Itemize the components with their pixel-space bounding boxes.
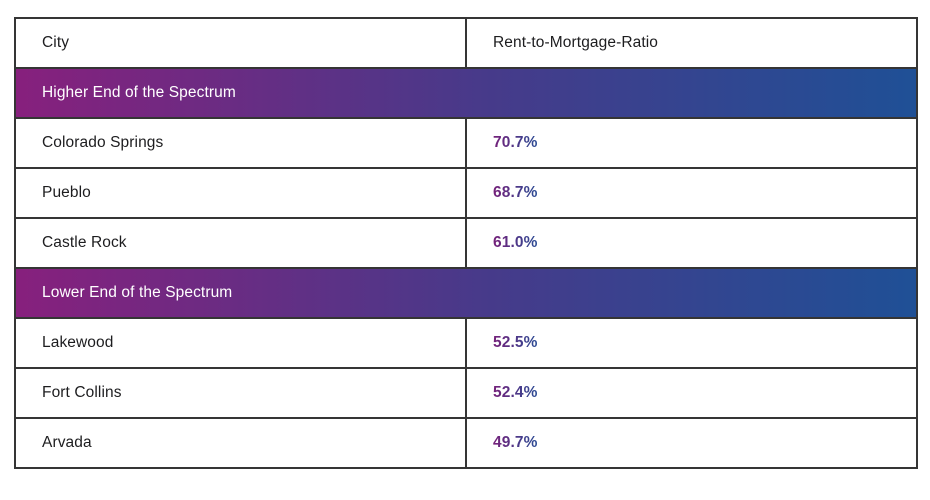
ratio-cell: 70.7% (465, 117, 918, 169)
table-row: Castle Rock 61.0% (14, 217, 918, 269)
ratio-value: 68.7% (493, 184, 538, 201)
section-row-lower: Lower End of the Spectrum (14, 267, 918, 319)
table-row: Lakewood 52.5% (14, 317, 918, 369)
ratio-value: 52.5% (493, 334, 538, 351)
section-header-higher: Higher End of the Spectrum (14, 67, 918, 119)
city-cell: Colorado Springs (14, 117, 467, 169)
ratio-value: 70.7% (493, 134, 538, 151)
city-cell: Lakewood (14, 317, 467, 369)
column-header-ratio: Rent-to-Mortgage-Ratio (465, 17, 918, 69)
rent-to-mortgage-table: City Rent-to-Mortgage-Ratio Higher End o… (14, 17, 918, 469)
ratio-value: 52.4% (493, 384, 538, 401)
section-header-lower: Lower End of the Spectrum (14, 267, 918, 319)
city-cell: Arvada (14, 417, 467, 469)
column-header-city: City (14, 17, 467, 69)
city-cell: Pueblo (14, 167, 467, 219)
table-row: Fort Collins 52.4% (14, 367, 918, 419)
ratio-cell: 52.5% (465, 317, 918, 369)
ratio-value: 49.7% (493, 434, 538, 451)
ratio-value: 61.0% (493, 234, 538, 251)
city-cell: Castle Rock (14, 217, 467, 269)
ratio-cell: 68.7% (465, 167, 918, 219)
table-row: Pueblo 68.7% (14, 167, 918, 219)
table-row: Arvada 49.7% (14, 417, 918, 469)
ratio-cell: 49.7% (465, 417, 918, 469)
section-row-higher: Higher End of the Spectrum (14, 67, 918, 119)
city-cell: Fort Collins (14, 367, 467, 419)
table-row: Colorado Springs 70.7% (14, 117, 918, 169)
ratio-cell: 52.4% (465, 367, 918, 419)
rent-to-mortgage-table-container: City Rent-to-Mortgage-Ratio Higher End o… (14, 17, 918, 469)
header-row: City Rent-to-Mortgage-Ratio (14, 17, 918, 69)
ratio-cell: 61.0% (465, 217, 918, 269)
